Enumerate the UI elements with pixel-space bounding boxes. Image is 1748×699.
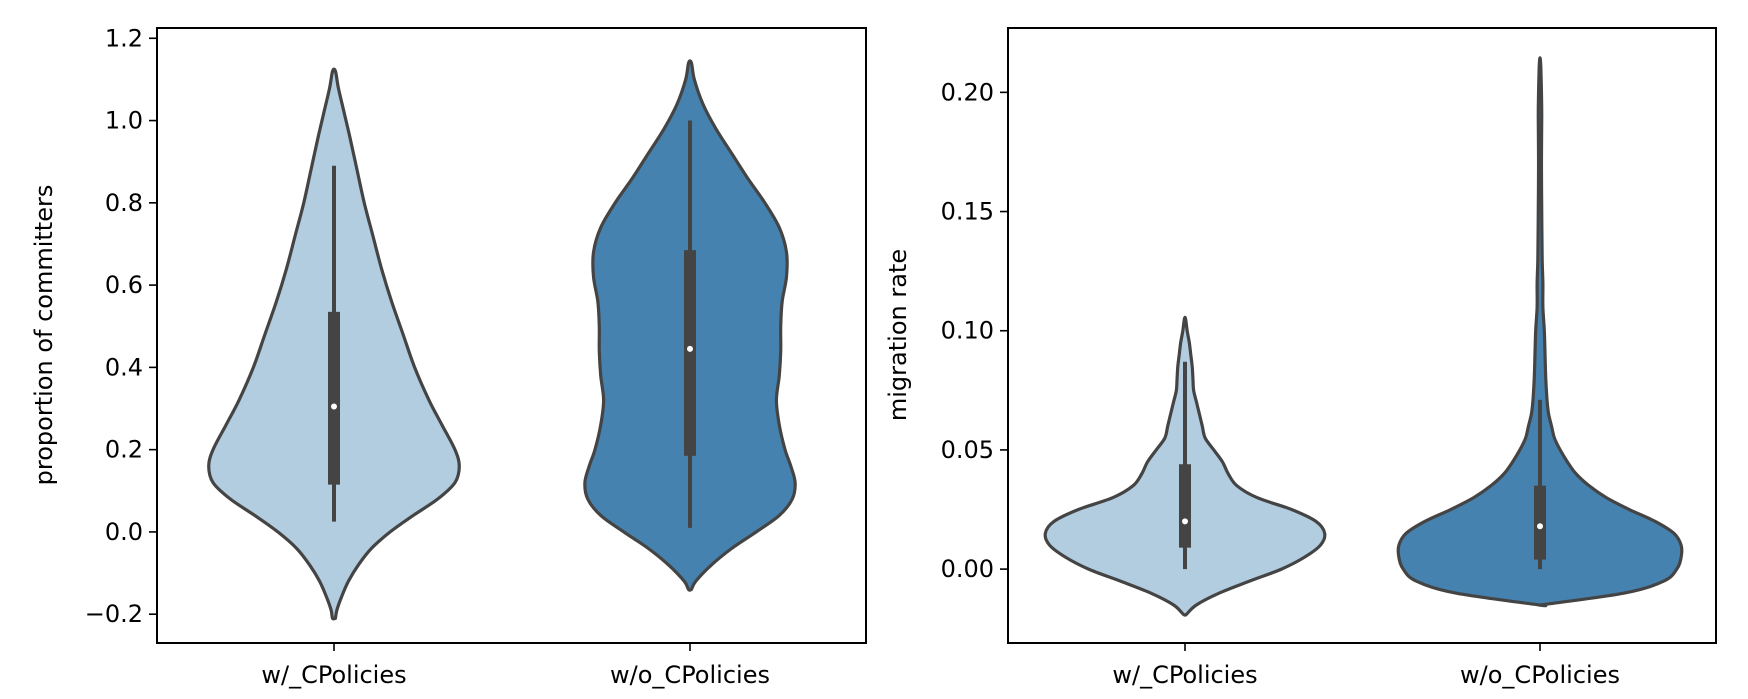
y-tick-label: 1.0 <box>105 107 143 135</box>
y-tick-label: 0.4 <box>105 353 143 381</box>
y-tick-label: 0.00 <box>941 555 994 583</box>
x-axis-ticks: w/_CPolicies w/o_CPolicies <box>1112 643 1620 689</box>
iqr-box-w-o-cpolicies <box>1534 485 1546 560</box>
x-tick-label-w-o-cpolicies: w/o_CPolicies <box>610 661 770 689</box>
violins <box>1043 56 1684 617</box>
y-tick-label: 0.15 <box>941 198 994 226</box>
y-tick-label: 0.20 <box>941 78 994 106</box>
iqr-box-w-cpolicies <box>1179 464 1191 548</box>
plot-frame <box>1007 27 1717 644</box>
y-tick-label: 0.6 <box>105 271 143 299</box>
y-axis-label: migration rate <box>884 249 912 421</box>
x-axis-ticks: w/_CPolicies w/o_CPolicies <box>261 643 770 689</box>
iqr-box-w-o-cpolicies <box>684 250 696 456</box>
x-tick-label-w-cpolicies: w/_CPolicies <box>1112 661 1257 689</box>
iqr-box-w-cpolicies <box>328 311 340 485</box>
panel-proportion-of-committers: −0.20.00.20.40.60.81.01.2 w/_CPolicies w/… <box>30 24 867 689</box>
median-marker-w-o-cpolicies <box>687 345 693 352</box>
y-tick-label: 0.8 <box>105 189 143 217</box>
y-tick-label: 0.0 <box>105 518 143 546</box>
median-marker-w-cpolicies <box>331 403 337 410</box>
median-marker-w-cpolicies <box>1182 518 1188 525</box>
x-tick-label-w-cpolicies: w/_CPolicies <box>261 661 406 689</box>
violins <box>207 59 797 621</box>
plot-frame <box>156 27 867 644</box>
y-tick-label: 1.2 <box>105 24 143 52</box>
y-tick-label: 0.10 <box>941 317 994 345</box>
y-axis-label: proportion of committers <box>30 185 58 486</box>
y-tick-label: −0.2 <box>85 600 143 628</box>
y-axis-ticks: 0.00 0.05 0.10 0.15 0.20 <box>941 78 1008 583</box>
x-tick-label-w-o-cpolicies: w/o_CPolicies <box>1460 661 1620 689</box>
y-axis-ticks: −0.2 0.0 0.2 0.4 0.6 0.8 1.0 1.2 <box>85 24 157 628</box>
violin-w-o-cpolicies <box>1396 56 1684 608</box>
y-tick-label: 0.2 <box>105 436 143 464</box>
panel-migration-rate: 0.00 0.05 0.10 0.15 0.20 w/_CPolicies w/o_CPo… <box>884 27 1717 689</box>
y-tick-label: 0.05 <box>941 436 994 464</box>
median-marker-w-o-cpolicies <box>1537 523 1543 530</box>
